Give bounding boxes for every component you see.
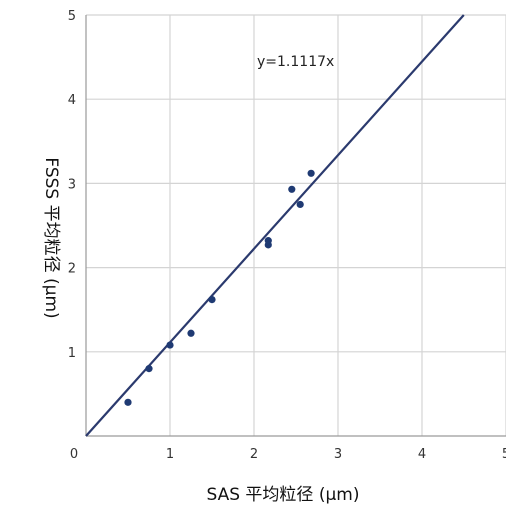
x-tick-label-4: 4	[418, 447, 426, 462]
data-point-2	[145, 365, 153, 373]
y-tick-label-3: 3	[68, 177, 76, 192]
x-tick-label-0: 0	[70, 447, 78, 462]
fit-line-group	[85, 14, 465, 437]
y-tick-label-2: 2	[68, 262, 76, 277]
data-point-10	[307, 169, 315, 177]
fit-line-equation: y=1.1117x	[257, 54, 334, 70]
x-tick-label-3: 3	[334, 447, 342, 462]
tick-labels: 0 1 2 3 4 5 1 2 3 4 5	[68, 9, 506, 462]
data-point-3	[166, 341, 174, 349]
data-point-4	[187, 329, 195, 337]
y-tick-label-4: 4	[68, 93, 76, 108]
grid-lines	[86, 14, 506, 436]
y-tick-label-5: 5	[68, 9, 76, 24]
y-tick-label-1: 1	[68, 346, 76, 361]
data-point-8	[288, 185, 296, 193]
data-point-5	[208, 295, 216, 304]
axes	[85, 15, 506, 437]
data-points	[124, 169, 315, 406]
x-tick-label-2: 2	[250, 447, 258, 462]
fit-line	[85, 14, 465, 437]
x-axis-title: SAS 平均粒径 (μm)	[207, 485, 360, 505]
data-point-1	[124, 398, 132, 406]
data-point-9	[296, 200, 304, 209]
x-tick-label-1: 1	[166, 447, 174, 462]
y-axis-title: FSSS 平均粒径 (μm)	[41, 157, 61, 318]
x-tick-label-5: 5	[502, 447, 506, 462]
data-point-7	[264, 237, 272, 245]
